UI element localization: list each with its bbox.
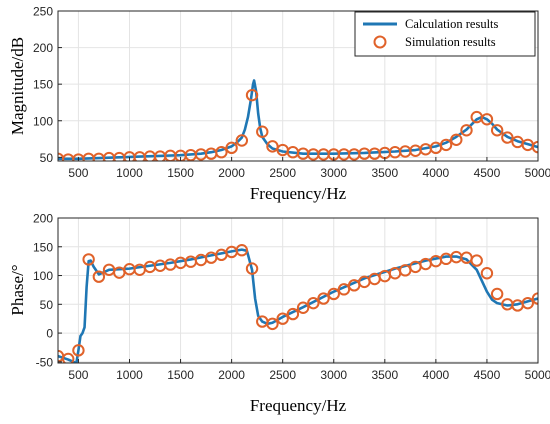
- magnitude-y-tick-label: 150: [33, 78, 53, 92]
- magnitude-x-tick-label: 500: [68, 166, 88, 180]
- magnitude-calculation-line: [58, 79, 538, 161]
- phase-x-tick-label: 1500: [167, 368, 194, 382]
- magnitude-series: [58, 79, 538, 161]
- phase-x-tick-label: 3000: [320, 368, 347, 382]
- phase-simulation-point: [204, 251, 218, 264]
- magnitude-y-axis-label: Magnitude/dB: [8, 37, 27, 135]
- phase-plot: 500 1000 1500 2000 2500 3000 3500 4000 4500 5000-…: [8, 212, 550, 416]
- phase-simulation-point: [235, 244, 249, 257]
- magnitude-ticks: 500 1000 1500 2000 2500 3000 3500 4000 4500 5000 5…: [33, 5, 550, 181]
- phase-simulation-point: [490, 287, 504, 301]
- legend-entry-simulation: Simulation results: [405, 35, 496, 49]
- phase-simulation-point: [470, 254, 483, 267]
- magnitude-simulation-point: [480, 113, 494, 126]
- magnitude-x-tick-label: 3000: [320, 166, 347, 180]
- phase-simulation-point: [317, 292, 330, 305]
- phase-simulation-point: [92, 270, 106, 283]
- magnitude-x-tick-label: 3500: [371, 166, 398, 180]
- phase-x-tick-label: 4500: [474, 368, 501, 382]
- magnitude-x-tick-label: 2500: [269, 166, 296, 180]
- phase-x-tick-label: 500: [68, 368, 88, 382]
- magnitude-simulation-point: [256, 125, 269, 138]
- phase-y-tick-label: 50: [40, 298, 54, 312]
- phase-simulation-point: [521, 296, 534, 310]
- phase-x-tick-label: 2000: [218, 368, 245, 382]
- phase-grid: [58, 217, 539, 363]
- magnitude-y-tick-label: 100: [33, 114, 53, 128]
- magnitude-simulation-point: [215, 146, 228, 159]
- legend-circle-swatch: [373, 35, 387, 49]
- phase-simulation-point: [184, 255, 197, 268]
- magnitude-simulation-point: [490, 124, 504, 137]
- magnitude-x-axis-label: Frequency/Hz: [250, 184, 347, 203]
- phase-y-tick-label: -50: [36, 355, 54, 369]
- phase-x-axis-label: Frequency/Hz: [250, 396, 347, 415]
- magnitude-plot: 500 1000 1500 2000 2500 3000 3500 4000 4500 5000 5…: [8, 5, 550, 204]
- legend: Calculation results Simulation results: [354, 11, 536, 57]
- magnitude-simulation-point: [266, 140, 279, 153]
- magnitude-x-tick-label: 1500: [167, 166, 194, 180]
- phase-x-tick-label: 4000: [423, 368, 450, 382]
- phase-simulation-point: [337, 283, 351, 296]
- legend-entry-calculation: Calculation results: [405, 17, 499, 31]
- magnitude-x-tick-label: 5000: [525, 166, 550, 180]
- magnitude-simulation-point: [501, 131, 514, 144]
- magnitude-simulation-point: [245, 88, 259, 102]
- phase-simulation-point: [327, 287, 340, 301]
- magnitude-x-tick-label: 4500: [474, 166, 501, 180]
- phase-y-tick-label: 100: [33, 269, 53, 283]
- phase-simulation-point: [72, 344, 85, 357]
- phase-simulation-point: [307, 296, 320, 310]
- magnitude-y-tick-label: 50: [40, 151, 54, 165]
- phase-calculation-line: [58, 248, 538, 363]
- phase-y-tick-label: 200: [33, 212, 53, 226]
- magnitude-simulation-point: [460, 124, 473, 137]
- phase-x-tick-label: 1000: [116, 368, 143, 382]
- phase-simulation-point: [439, 252, 453, 266]
- magnitude-axes-frame: [57, 10, 539, 162]
- phase-x-tick-label: 2500: [269, 368, 296, 382]
- magnitude-simulation-point: [235, 134, 249, 147]
- phase-y-tick-label: 150: [33, 240, 53, 254]
- phase-y-axis-label: Phase/°: [8, 264, 27, 315]
- legend-box: [354, 11, 536, 57]
- phase-simulation-point: [266, 317, 279, 331]
- phase-simulation-point: [276, 312, 289, 325]
- phase-simulation-point: [286, 307, 300, 321]
- phase-simulation-point: [62, 352, 75, 363]
- phase-simulation-point: [245, 262, 259, 275]
- phase-y-tick-label: 0: [46, 327, 53, 341]
- phase-simulation-point: [82, 253, 95, 266]
- phase-x-tick-label: 3500: [371, 368, 398, 382]
- phase-axes-frame: [57, 217, 539, 364]
- magnitude-y-tick-label: 250: [33, 5, 53, 19]
- magnitude-x-tick-label: 1000: [116, 166, 143, 180]
- magnitude-x-tick-label: 2000: [218, 166, 245, 180]
- phase-x-tick-label: 5000: [525, 368, 550, 382]
- magnitude-simulation-point: [225, 141, 238, 155]
- magnitude-y-tick-label: 200: [33, 41, 53, 55]
- phase-simulation-point: [296, 301, 310, 314]
- phase-series: [58, 244, 538, 363]
- phase-simulation-point: [480, 267, 494, 280]
- phase-ticks: 500 1000 1500 2000 2500 3000 3500 4000 4500 5000-…: [33, 212, 550, 383]
- magnitude-simulation-point: [439, 138, 453, 152]
- magnitude-simulation-point: [450, 133, 463, 146]
- magnitude-x-tick-label: 4000: [423, 166, 450, 180]
